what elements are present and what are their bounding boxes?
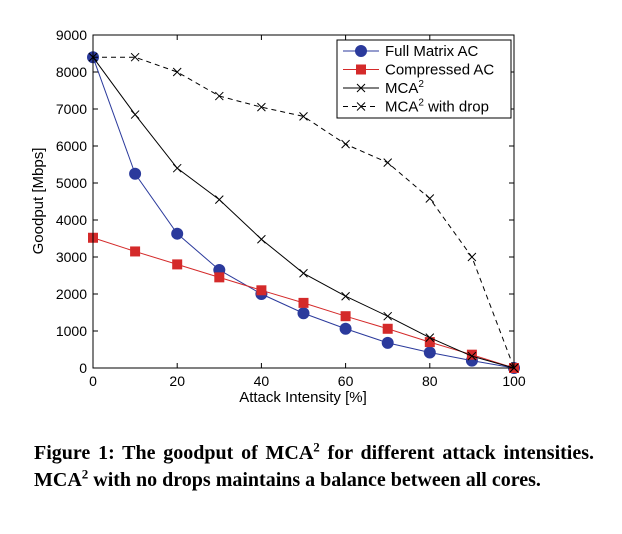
legend-swatch-marker [356,83,366,93]
x-tick-label: 100 [502,373,526,389]
data-point [130,52,140,62]
legend-swatch-marker [356,64,366,75]
x-tick-label: 20 [169,373,185,389]
data-point [297,307,310,320]
data-point [172,163,182,173]
y-tick-label: 3000 [56,249,87,265]
y-tick-label: 2000 [56,286,87,302]
series-1 [88,232,519,373]
data-point [256,285,267,296]
data-point [257,234,266,244]
caption-superscript-1: 2 [313,439,320,455]
y-tick-label: 7000 [56,101,87,117]
data-point [171,227,184,240]
data-point [425,333,435,343]
caption-text-1: Figure 1: The goodput of MCA [34,442,314,464]
data-point [299,112,308,121]
y-tick-label: 0 [79,360,87,376]
x-axis-title: Attack Intensity [%] [239,389,367,406]
data-point [214,91,224,101]
y-tick-label: 5000 [56,175,87,191]
y-tick-label: 8000 [56,64,87,80]
y-tick-label: 1000 [56,323,87,339]
data-point [383,158,393,168]
data-point [381,336,394,349]
data-point [298,297,309,308]
legend-label: MCA2 with drop [385,98,489,116]
legend-label: MCA2 [385,79,424,97]
plot-frame [92,34,515,369]
legend-item: Full Matrix AC [343,43,479,60]
caption-text-2: for different attack intensities. MCA [34,442,594,491]
x-tick-label: 40 [254,373,270,389]
goodput-chart: 0 20 40 60 80 100 0 1000 2000 3000 4000 5000 6000 70… [30,27,526,406]
legend-swatch-marker [356,102,366,111]
data-point [423,346,436,359]
data-point [130,110,140,119]
caption-superscript-2: 2 [81,466,89,482]
x-tick-label: 80 [422,373,438,389]
data-point [172,259,183,270]
y-tick-label: 9000 [56,27,87,43]
figure-caption: Figure 1: The goodput of MCA2 for differ… [34,440,594,494]
legend-swatch-marker [355,45,367,57]
data-point [341,139,350,149]
x-tick-label: 60 [338,373,354,389]
series-line [93,56,515,369]
x-tick-label: 0 [89,373,97,389]
data-point [339,322,352,335]
data-point [382,323,393,334]
data-point [341,291,350,301]
caption-text-3: with no drops maintains a balance betwee… [88,469,541,491]
data-point [172,67,182,77]
y-axis-title: Goodput [Mbps] [30,148,47,255]
data-point [214,272,225,283]
legend-label: Compressed AC [385,62,494,79]
data-point [257,102,266,112]
x-axis: 0 20 40 60 80 100 [89,35,526,389]
data-point [214,195,224,205]
y-tick-label: 6000 [56,138,87,154]
data-point [383,311,393,321]
data-point [467,252,477,262]
legend-item: Compressed AC [343,62,494,79]
y-tick-label: 4000 [56,212,87,228]
data-point [425,194,435,203]
legend-label: Full Matrix AC [385,43,479,60]
plot-content [87,51,520,374]
legend-item: MCA2 [343,79,424,97]
data-point [340,311,351,322]
y-axis: 0 1000 2000 3000 4000 5000 6000 7000 8000 9000 [56,27,514,376]
data-point [130,246,141,257]
data-point [129,167,142,180]
data-point [467,351,477,361]
data-point [299,268,308,278]
legend-item: MCA2 with drop [343,98,489,116]
